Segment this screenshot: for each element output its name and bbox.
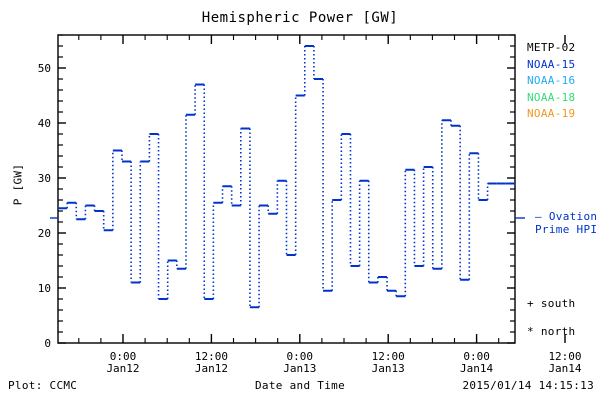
- ovation-legend-line2: Prime HPI: [535, 223, 598, 236]
- svg-text:12:00: 12:00: [548, 350, 581, 363]
- svg-text:0:00: 0:00: [287, 350, 314, 363]
- legend-item-noaa-18[interactable]: NOAA-18: [527, 90, 576, 104]
- legend-item-noaa-19[interactable]: NOAA-19: [527, 107, 576, 120]
- svg-text:Jan13: Jan13: [372, 362, 405, 375]
- legend-item-noaa-15[interactable]: NOAA-15: [527, 57, 576, 71]
- svg-text:Jan12: Jan12: [195, 362, 228, 375]
- y-axis-label: P [GW]: [11, 163, 25, 206]
- svg-text:12:00: 12:00: [195, 350, 228, 363]
- svg-text:Jan14: Jan14: [548, 362, 581, 375]
- south-marker-note: + south: [527, 297, 576, 310]
- svg-text:0:00: 0:00: [463, 350, 490, 363]
- svg-text:Jan14: Jan14: [460, 362, 493, 375]
- svg-text:Jan13: Jan13: [283, 362, 316, 375]
- svg-text:12:00: 12:00: [372, 350, 405, 363]
- page-title: Hemispheric Power [GW]: [201, 10, 399, 26]
- svg-text:0: 0: [44, 337, 51, 350]
- legend-item-metp-02[interactable]: METP-02: [527, 41, 576, 54]
- svg-text:30: 30: [38, 172, 51, 185]
- north-marker-note: * north: [527, 325, 576, 338]
- x-axis-label: Date and Time: [255, 379, 345, 392]
- svg-text:10: 10: [38, 282, 51, 295]
- svg-text:Jan12: Jan12: [106, 362, 139, 375]
- legend: METP-02 NOAA-15 NOAA-16 NOAA-18 NOAA-19: [527, 40, 575, 123]
- ovation-prime-hpi-legend: — Ovation Prime HPI: [535, 210, 597, 236]
- series-ovation-prime-hpi: [58, 45, 515, 309]
- svg-text:0:00: 0:00: [110, 350, 137, 363]
- svg-text:40: 40: [38, 117, 51, 130]
- svg-text:20: 20: [38, 227, 51, 240]
- legend-item-noaa-16[interactable]: NOAA-16: [527, 74, 576, 87]
- plot-credit: Plot: CCMC: [8, 379, 78, 392]
- ovation-legend-line1: — Ovation: [535, 210, 598, 223]
- svg-text:50: 50: [38, 62, 51, 75]
- plot-timestamp: 2015/01/14 14:15:13: [462, 379, 594, 392]
